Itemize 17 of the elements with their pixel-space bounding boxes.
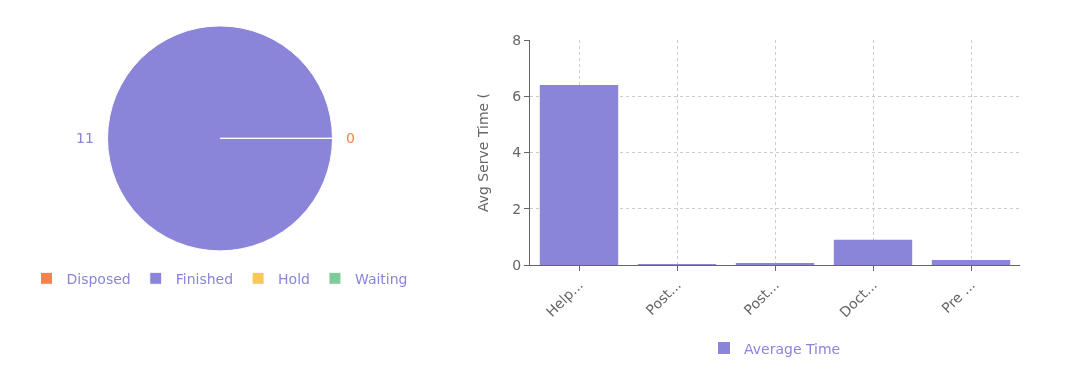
bar	[931, 259, 1011, 265]
text: 0	[346, 130, 355, 146]
data-label: 11	[76, 130, 94, 146]
legend-label: Hold	[278, 270, 310, 287]
y-axis-title: Avg Serve Time (	[474, 92, 491, 213]
bar	[539, 85, 619, 265]
y-tick-label: 6	[512, 88, 522, 105]
y-tick-label: 8	[512, 31, 522, 48]
y-tick-label: 4	[512, 144, 522, 161]
bar	[833, 239, 913, 265]
legend-label: Disposed	[66, 270, 131, 287]
y-tick-label: 2	[512, 200, 522, 217]
legend-label: Finished	[175, 270, 234, 287]
y-tick-label: 0	[512, 256, 522, 273]
legend-label: Average Time	[744, 340, 841, 357]
x-tick-label: Pre ...	[938, 276, 979, 317]
legend-label: Waiting	[354, 270, 408, 287]
